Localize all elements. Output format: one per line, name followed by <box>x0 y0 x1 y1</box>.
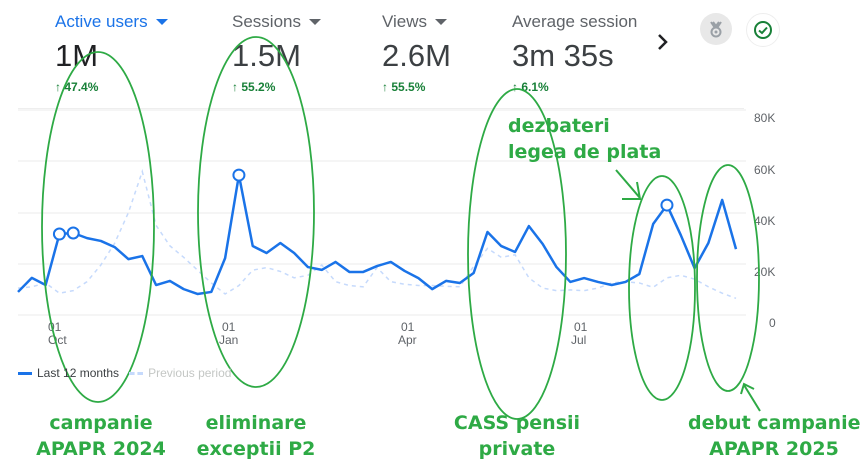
annotation-arrows <box>615 169 761 412</box>
ellipse-cass-pensii <box>467 88 567 420</box>
highlight-point-marker[interactable] <box>660 198 674 212</box>
metric-active-users[interactable]: Active users 1M ↑ 47.4% <box>55 12 168 94</box>
metric-delta: ↑ 55.5% <box>382 80 426 94</box>
metric-delta: ↑ 6.1% <box>512 80 549 94</box>
svg-text:Jul: Jul <box>571 333 586 347</box>
highlight-point-marker[interactable] <box>52 227 66 241</box>
legend-swatch-current <box>18 371 32 375</box>
metric-value: 1M <box>55 38 99 73</box>
dropdown-caret-icon <box>308 19 321 25</box>
dropdown-caret-icon <box>435 19 448 25</box>
metric-delta: ↑ 47.4% <box>55 80 99 94</box>
arrow-debut-campanie-icon <box>740 382 761 412</box>
annotation-ellipses <box>41 36 760 420</box>
status-check-button[interactable] <box>746 13 780 47</box>
arrow-up-icon: ↑ <box>55 80 61 94</box>
arrow-dezbateri-icon <box>615 169 642 200</box>
x-axis-labels: 01 Oct 01 Jan 01 Apr 01 Jul <box>48 320 588 347</box>
svg-text:01: 01 <box>401 320 415 334</box>
badge-button[interactable] <box>700 13 732 45</box>
next-metrics-button[interactable] <box>656 32 670 58</box>
metric-label[interactable]: Average session ( <box>512 12 640 31</box>
metric-delta: ↑ 55.2% <box>232 80 276 94</box>
check-circle-icon <box>754 21 772 39</box>
highlighted-points <box>52 168 674 241</box>
header-divider <box>18 108 744 109</box>
arrow-up-icon: ↑ <box>512 80 518 94</box>
chart-legend: Last 12 months Previous period <box>18 366 231 380</box>
metric-average-session-duration[interactable]: Average session ( 3m 35s ↑ 6.1% <box>512 12 640 94</box>
svg-text:40K: 40K <box>754 214 775 228</box>
svg-text:01: 01 <box>222 320 236 334</box>
arrow-up-icon: ↑ <box>382 80 388 94</box>
legend-label-current[interactable]: Last 12 months <box>37 366 120 380</box>
ellipse-eliminare-exceptii <box>197 36 315 388</box>
svg-text:Jan: Jan <box>219 333 238 347</box>
last-12-months-line <box>17 173 738 296</box>
metric-label[interactable]: Active users <box>55 12 168 32</box>
annotation-campanie-2024: campanie APAPR 2024 <box>36 412 166 460</box>
annotation-eliminare-exceptii: eliminare exceptii P2 <box>196 412 316 460</box>
metric-value: 3m 35s <box>512 38 614 73</box>
ellipse-debut-campanie-2025 <box>696 164 760 392</box>
medal-icon <box>710 21 722 38</box>
svg-text:20K: 20K <box>754 265 775 279</box>
ellipse-dezbateri <box>628 175 696 401</box>
annotation-dezbateri: dezbateri legea de plata <box>508 115 662 163</box>
y-axis-labels: 80K 60K 40K 20K 0 <box>754 111 776 330</box>
highlight-point-marker[interactable] <box>66 226 80 240</box>
annotation-debut-campanie-2025: debut campanie APAPR 2025 <box>688 412 861 460</box>
svg-text:0: 0 <box>769 316 776 330</box>
chevron-right-icon <box>658 34 668 50</box>
ellipse-campanie-2024 <box>41 51 155 403</box>
svg-text:Oct: Oct <box>48 333 67 347</box>
metric-views[interactable]: Views 2.6M ↑ 55.5% <box>382 12 451 94</box>
metric-label[interactable]: Sessions <box>232 12 321 32</box>
previous-period-line <box>17 168 737 300</box>
annotation-cass-pensii: CASS pensii private <box>453 412 581 460</box>
arrow-up-icon: ↑ <box>232 80 238 94</box>
legend-label-previous[interactable]: Previous period <box>148 366 232 380</box>
dropdown-caret-icon <box>155 19 168 25</box>
highlight-point-marker[interactable] <box>232 168 246 182</box>
legend-swatch-previous <box>129 371 144 375</box>
svg-text:60K: 60K <box>754 163 775 177</box>
svg-text:Apr: Apr <box>398 333 417 347</box>
svg-text:01: 01 <box>574 320 588 334</box>
metric-label[interactable]: Views <box>382 12 451 32</box>
metric-value: 2.6M <box>382 38 451 73</box>
svg-text:80K: 80K <box>754 111 775 125</box>
